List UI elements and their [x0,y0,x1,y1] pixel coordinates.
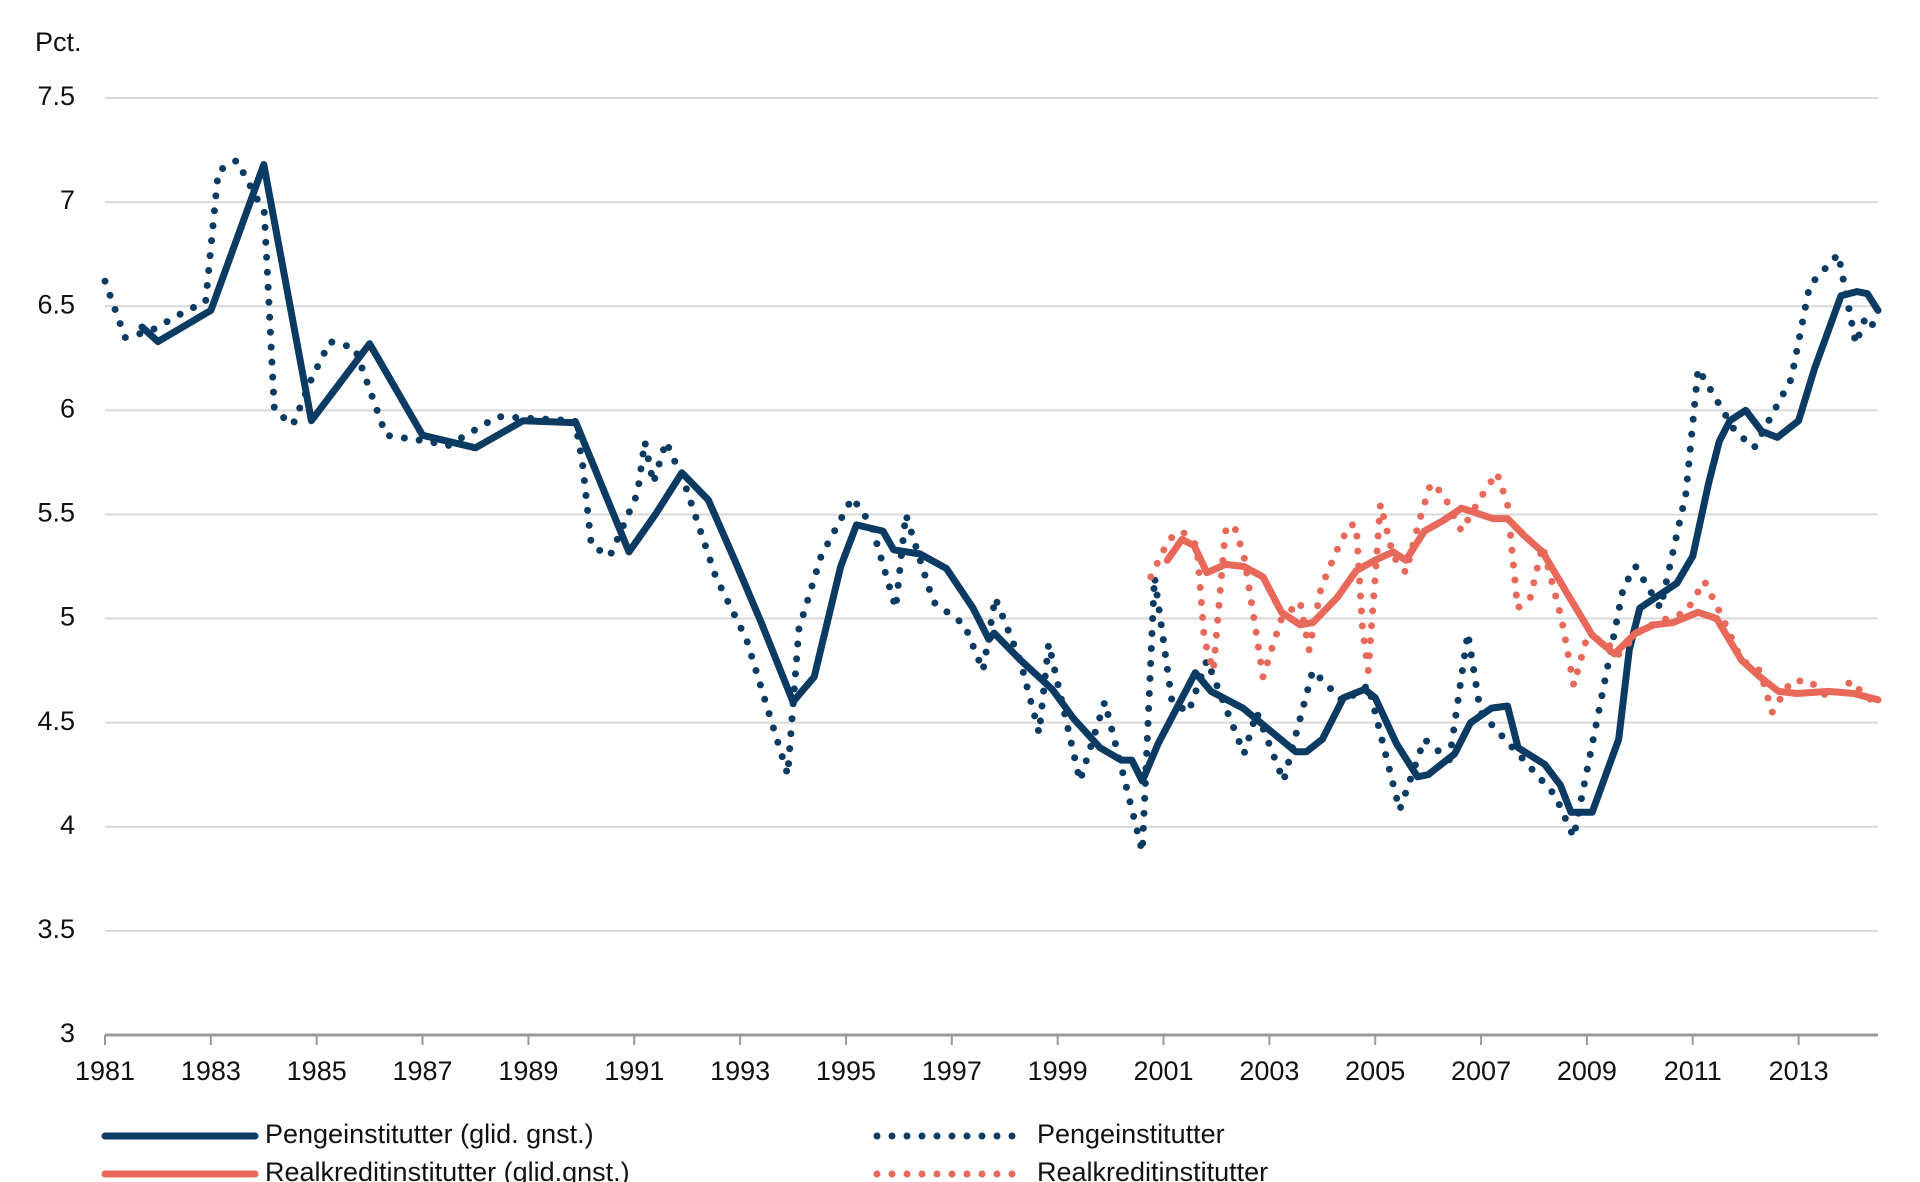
x-tick-label: 1995 [816,1056,876,1086]
x-tick-label: 1993 [710,1056,770,1086]
x-tick-label: 1991 [604,1056,664,1086]
y-tick-label: 7 [60,185,75,215]
x-tick-label: 1987 [393,1056,453,1086]
x-tick-label: 2001 [1133,1056,1193,1086]
x-tick-label: 1983 [181,1056,241,1086]
x-tick-label: 2003 [1239,1056,1299,1086]
y-tick-label: 3.5 [37,914,75,944]
x-tick-label: 1999 [1028,1056,1088,1086]
legend-label: Realkreditinstitutter (glid.gnst.) [265,1157,630,1182]
y-tick-label: 6 [60,393,75,423]
y-tick-label: 5.5 [37,498,75,528]
legend-label: Pengeinstitutter [1037,1119,1225,1149]
y-tick-label: 6.5 [37,289,75,319]
y-tick-label: 7.5 [37,81,75,111]
x-tick-label: 2005 [1345,1056,1405,1086]
legend-label: Pengeinstitutter (glid. gnst.) [265,1119,594,1149]
x-tick-label: 1981 [75,1056,135,1086]
x-tick-label: 2013 [1769,1056,1829,1086]
y-tick-label: 4.5 [37,706,75,736]
x-tick-label: 2009 [1557,1056,1617,1086]
y-unit-label: Pct. [35,27,82,57]
y-tick-label: 4 [60,810,75,840]
x-tick-label: 2011 [1664,1056,1722,1086]
series-line [101,155,1882,853]
y-tick-label: 3 [60,1018,75,1048]
y-tick-label: 5 [60,602,75,632]
x-tick-label: 2007 [1451,1056,1511,1086]
legend-label: Realkreditinstitutter [1037,1157,1268,1182]
x-tick-label: 1985 [287,1056,347,1086]
series-line [1163,504,1882,704]
x-tick-label: 1997 [922,1056,982,1086]
x-tick-label: 1989 [498,1056,558,1086]
series-line [1147,464,1882,721]
series-line [138,161,1882,816]
